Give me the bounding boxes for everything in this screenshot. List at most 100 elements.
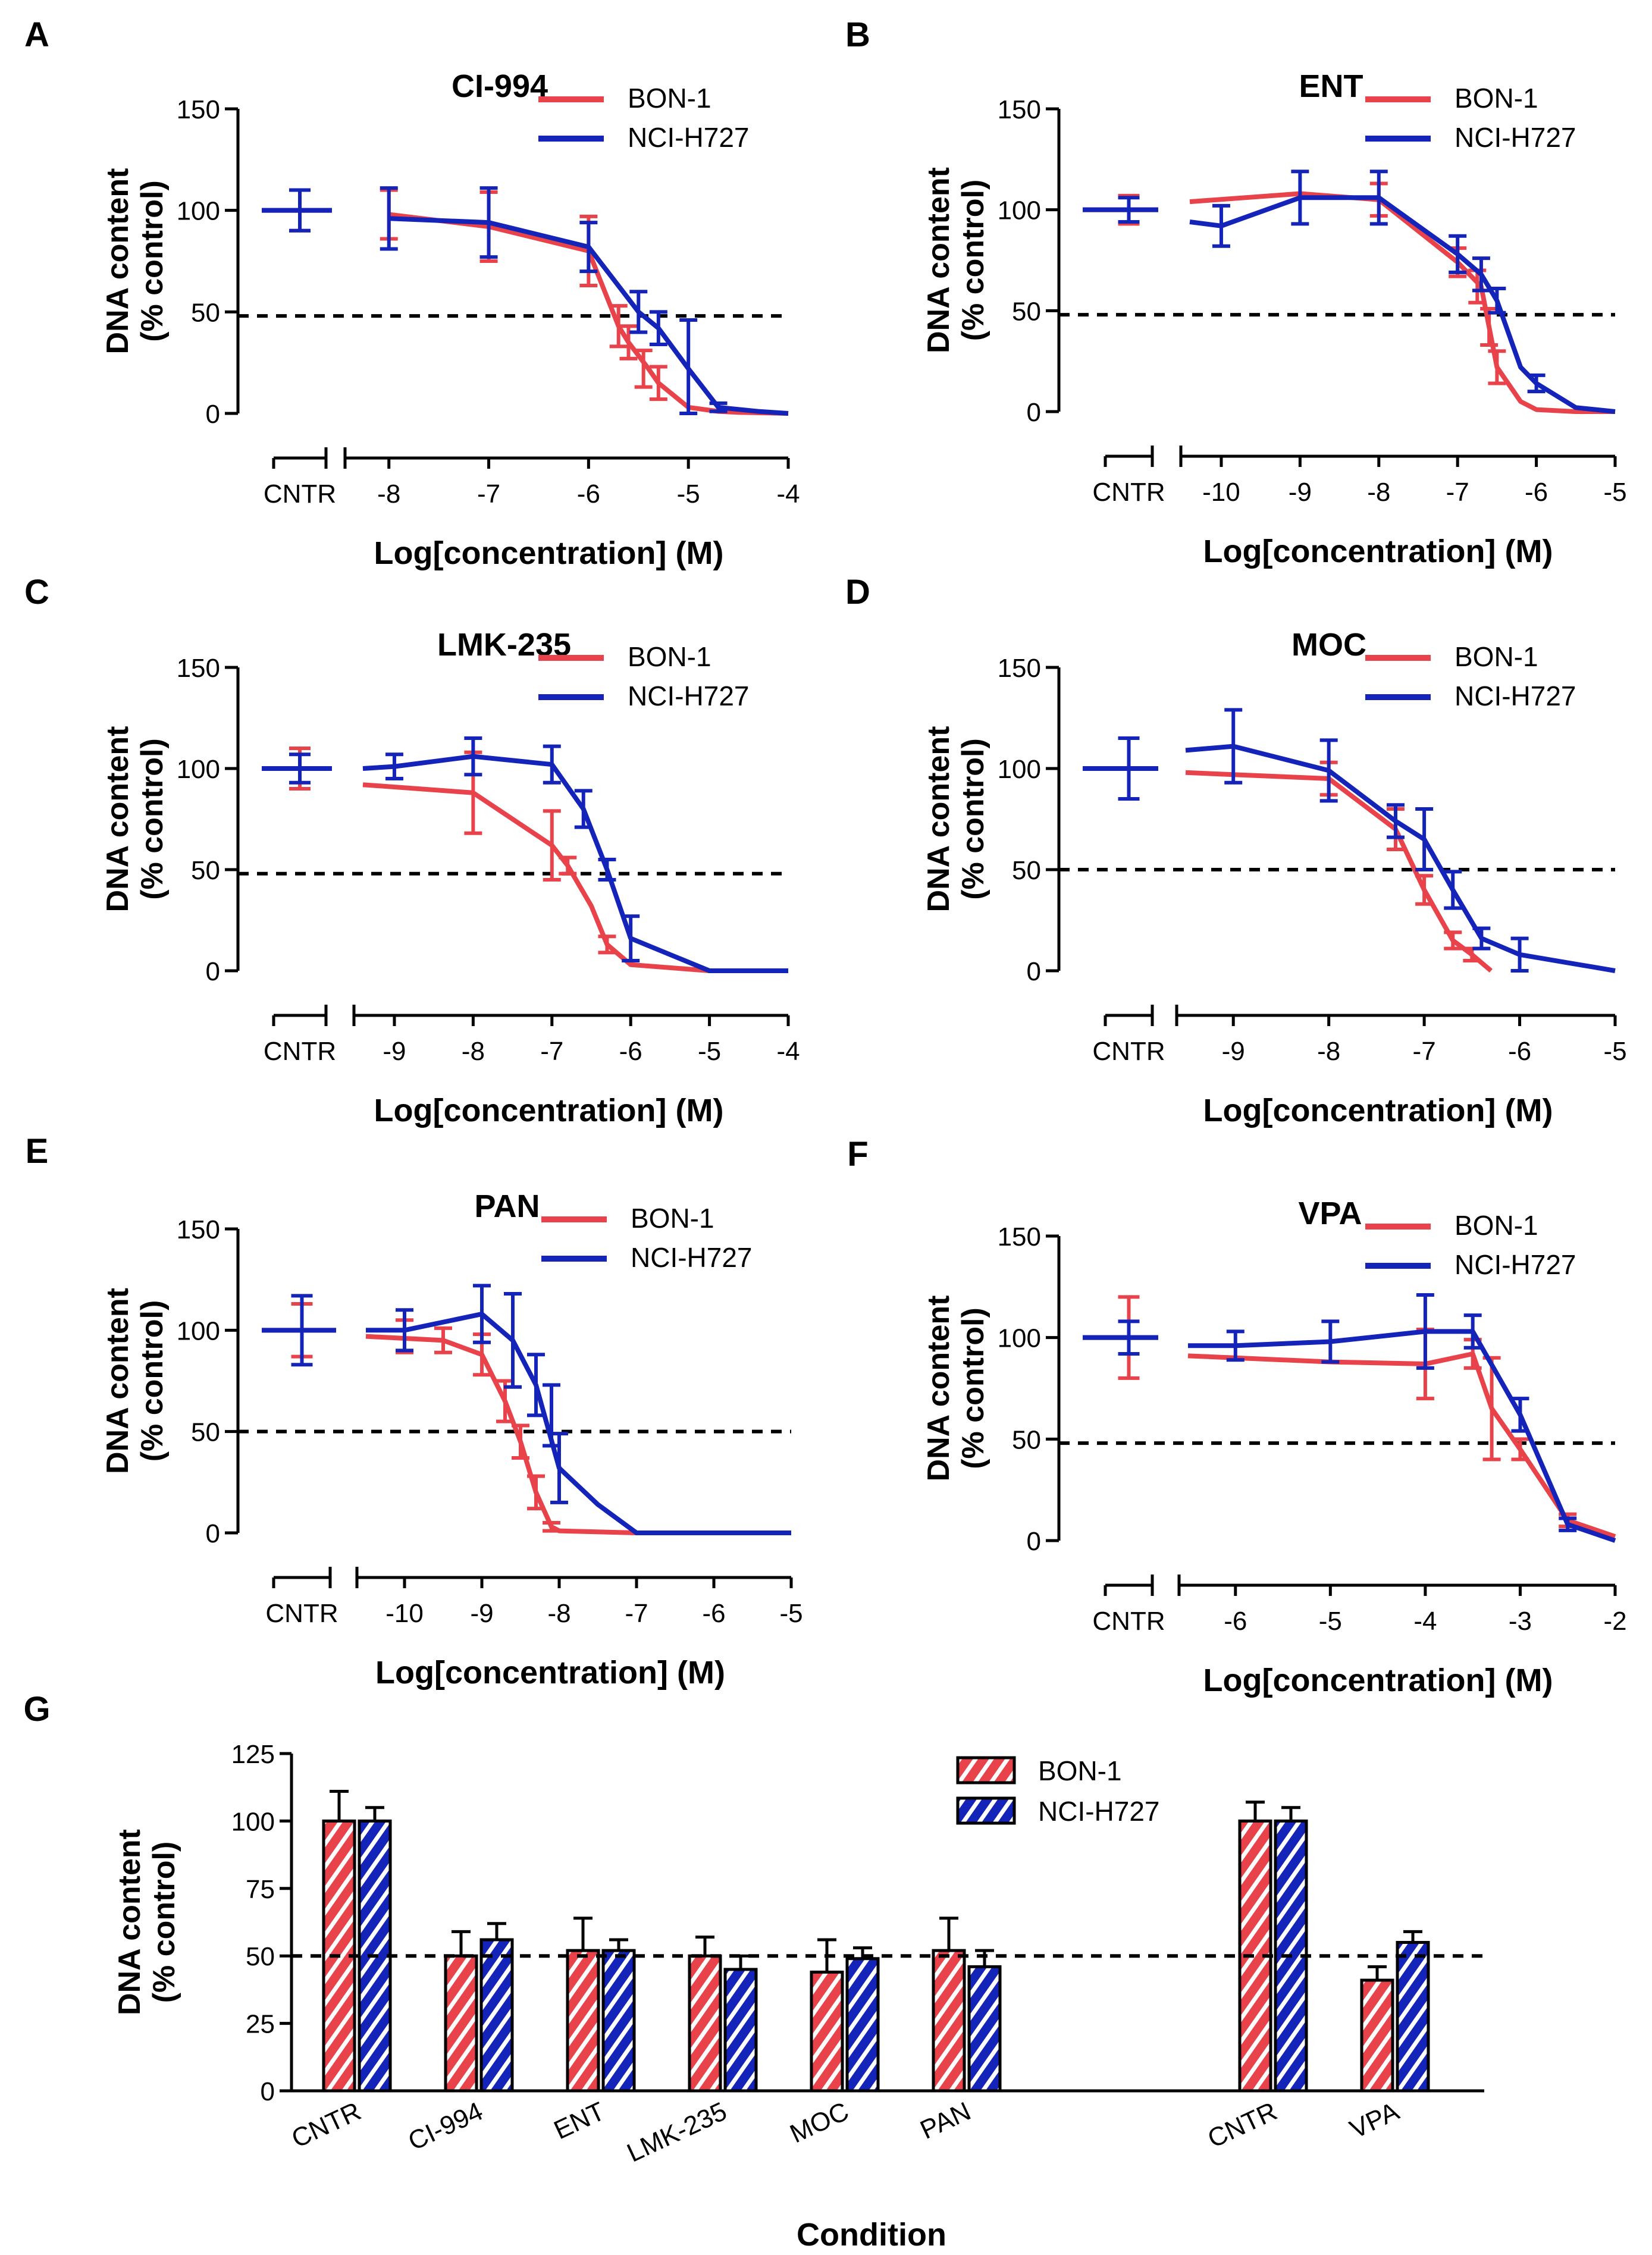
- bar-nci: [845, 1957, 880, 2093]
- bar-nci: [967, 1965, 1002, 2093]
- x-tick-label: -7: [625, 1599, 648, 1628]
- y-axis-label-line: (% control): [135, 738, 170, 900]
- panel-letter: A: [24, 15, 49, 54]
- y-tick-label: 0: [206, 400, 220, 429]
- x-tick-label: -4: [1413, 1607, 1437, 1636]
- y-axis-label: DNA content(% control): [101, 168, 170, 355]
- x-tick-label: -8: [547, 1599, 570, 1628]
- x-tick-label: -3: [1509, 1607, 1532, 1636]
- panel-letter: B: [845, 15, 870, 54]
- x-axis-label: Log[concentration] (M): [374, 535, 724, 571]
- x-tick-label: -9: [1222, 1037, 1245, 1066]
- x-tick-label: -6: [1508, 1037, 1531, 1066]
- x-tick-label: CNTR: [1203, 2097, 1281, 2154]
- chart-title: CI-994: [452, 68, 548, 104]
- panel-B: B ENT 0 50 100 150 DNA content(% control) CNTR -…: [845, 15, 1627, 569]
- x-tick-label: -5: [1603, 478, 1626, 507]
- y-tick-label: 50: [246, 1942, 275, 1971]
- x-tick-label: -5: [779, 1599, 803, 1628]
- y-tick-label: 150: [998, 95, 1041, 124]
- x-tick-label: -8: [462, 1037, 485, 1066]
- y-axis-label-line: (% control): [956, 1307, 990, 1469]
- legend-label: NCI-H727: [1454, 122, 1576, 153]
- legend-label: NCI-H727: [1454, 680, 1576, 711]
- x-tick-label: CI-994: [404, 2097, 487, 2156]
- legend-label: BON-1: [631, 1203, 714, 1234]
- y-axis-label: DNA content(% control): [921, 167, 990, 353]
- y-tick-label: 150: [177, 95, 220, 124]
- y-tick-label: 125: [231, 1740, 275, 1769]
- chart-title: VPA: [1298, 1196, 1362, 1231]
- y-tick-label: 50: [1012, 297, 1041, 326]
- bar-nci: [601, 1949, 636, 2093]
- x-tick-label-control: CNTR: [1092, 478, 1165, 507]
- panel-letter: C: [24, 573, 49, 611]
- x-tick-label: -8: [1317, 1037, 1340, 1066]
- x-axis-label: Log[concentration] (M): [1203, 1093, 1553, 1128]
- x-tick-label: -5: [1319, 1607, 1342, 1636]
- y-axis-label-line: DNA content: [921, 167, 956, 353]
- y-tick-label: 0: [1027, 1527, 1041, 1556]
- y-tick-label: 150: [998, 654, 1041, 683]
- x-tick-label-control: CNTR: [265, 1599, 338, 1628]
- series-line-nci: [1185, 744, 1616, 973]
- x-tick-label-control: CNTR: [1092, 1607, 1165, 1636]
- series-line-nci: [1189, 195, 1616, 414]
- x-tick-label: -8: [377, 479, 400, 509]
- x-tick-label: -5: [698, 1037, 721, 1066]
- y-tick-label: 50: [1012, 856, 1041, 885]
- y-tick-label: 75: [246, 1875, 275, 1904]
- y-axis-label-line: (% control): [956, 738, 990, 900]
- legend-label: NCI-H727: [628, 680, 750, 711]
- x-axis-label: Log[concentration] (M): [374, 1093, 724, 1128]
- y-tick-label: 0: [206, 1519, 220, 1548]
- bar-nci: [723, 1968, 758, 2093]
- x-tick-label: VPA: [1346, 2096, 1404, 2144]
- legend-label: NCI-H727: [1038, 1796, 1160, 1827]
- y-tick-label: 150: [177, 1215, 220, 1244]
- y-axis-label-line: DNA content: [101, 168, 135, 355]
- x-tick-label: PAN: [916, 2097, 975, 2145]
- x-tick-label: CNTR: [287, 2097, 365, 2154]
- x-tick-label: -10: [385, 1599, 424, 1628]
- chart-title: MOC: [1291, 627, 1366, 663]
- x-tick-label: -8: [1367, 478, 1390, 507]
- panel-G: G 0 25 50 75 100 125 DNA content(% control) CNTR…: [23, 1690, 1484, 2253]
- y-tick-label: 100: [998, 755, 1041, 784]
- y-tick-label: 100: [231, 1807, 275, 1836]
- y-axis-label: DNA content(% control): [921, 1296, 990, 1482]
- y-tick-label: 100: [177, 197, 220, 226]
- legend-label: NCI-H727: [631, 1242, 753, 1273]
- x-axis-label: Log[concentration] (M): [1203, 1663, 1553, 1698]
- x-tick-label: -5: [677, 479, 700, 509]
- y-axis-label-line: DNA content: [921, 726, 956, 912]
- panel-letter: F: [847, 1135, 868, 1174]
- chart-title: ENT: [1299, 68, 1363, 104]
- x-tick-label: -7: [540, 1037, 563, 1066]
- bar-bon1: [566, 1949, 600, 2093]
- x-tick-label: LMK-235: [623, 2097, 732, 2168]
- y-tick-label: 0: [261, 2077, 275, 2106]
- y-axis-label: DNA content(% control): [101, 726, 170, 912]
- x-tick-label: -9: [383, 1037, 406, 1066]
- x-tick-label: ENT: [550, 2097, 609, 2146]
- y-tick-label: 50: [191, 1418, 220, 1447]
- series-line-nci: [366, 1312, 791, 1535]
- legend-swatch-bon1: [956, 1756, 1016, 1784]
- legend-label: BON-1: [1454, 83, 1538, 114]
- x-tick-label: -4: [776, 1037, 800, 1066]
- series-line-bon1: [365, 1334, 791, 1535]
- series-line-bon1: [1185, 770, 1493, 973]
- legend-label: BON-1: [1454, 1210, 1538, 1241]
- series-line-bon1: [1187, 1351, 1616, 1539]
- x-tick-label: -4: [776, 479, 800, 509]
- y-axis-label: DNA content(% control): [101, 1288, 170, 1474]
- bar-bon1: [444, 1954, 478, 2093]
- legend-label: NCI-H727: [628, 122, 750, 153]
- panel-letter: E: [26, 1132, 49, 1171]
- bar-bon1: [932, 1949, 966, 2093]
- x-tick-label: -7: [477, 479, 500, 509]
- series-line-bon1: [362, 782, 788, 973]
- y-tick-label: 0: [206, 957, 220, 986]
